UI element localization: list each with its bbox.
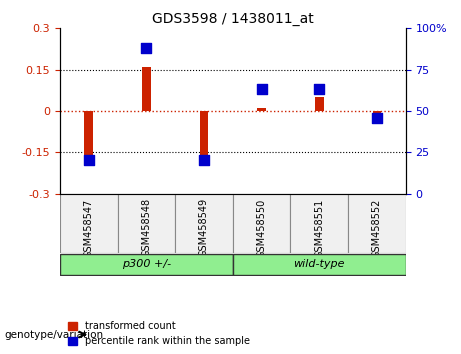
FancyBboxPatch shape	[60, 194, 118, 253]
Point	[200, 158, 207, 163]
FancyBboxPatch shape	[290, 194, 348, 253]
FancyBboxPatch shape	[175, 194, 233, 253]
Text: p300 +/-: p300 +/-	[122, 259, 171, 269]
Bar	[142, 67, 151, 111]
FancyBboxPatch shape	[233, 194, 290, 253]
FancyBboxPatch shape	[118, 194, 175, 253]
FancyBboxPatch shape	[233, 254, 406, 275]
FancyBboxPatch shape	[348, 194, 406, 253]
Bar	[257, 108, 266, 111]
Text: GSM458548: GSM458548	[142, 198, 151, 257]
Text: GSM458550: GSM458550	[257, 198, 266, 257]
Point	[142, 45, 150, 51]
Point	[258, 87, 266, 92]
Text: genotype/variation: genotype/variation	[5, 330, 104, 339]
Text: GSM458549: GSM458549	[199, 198, 209, 257]
Text: wild-type: wild-type	[294, 259, 345, 269]
Text: GSM458552: GSM458552	[372, 198, 382, 258]
Text: GSM458547: GSM458547	[84, 198, 94, 257]
Bar	[372, 111, 381, 114]
Point	[315, 87, 323, 92]
Point	[85, 158, 92, 163]
Title: GDS3598 / 1438011_at: GDS3598 / 1438011_at	[152, 12, 313, 26]
Bar	[200, 111, 208, 166]
Bar	[84, 111, 93, 166]
Bar	[315, 97, 324, 111]
FancyBboxPatch shape	[60, 254, 233, 275]
Point	[373, 115, 381, 120]
Text: GSM458551: GSM458551	[314, 198, 324, 257]
Legend: transformed count, percentile rank within the sample: transformed count, percentile rank withi…	[65, 319, 253, 349]
